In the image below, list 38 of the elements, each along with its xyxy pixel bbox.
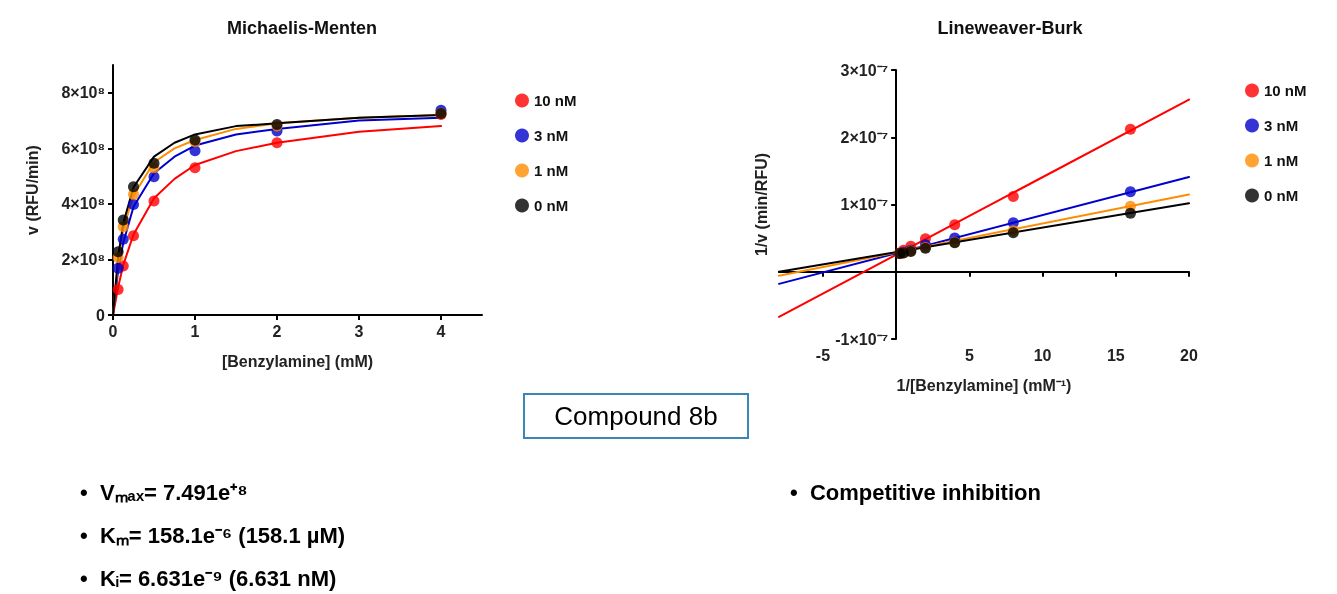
legend-label: 0 nM <box>534 197 569 214</box>
legend-label: 3 nM <box>534 127 569 144</box>
x-tick-label: 2 <box>272 322 282 340</box>
x-tick-label: 20 <box>1180 346 1198 364</box>
legend-label: 10 nM <box>1264 82 1307 99</box>
y-tick-label: -1×10⁻⁷ <box>835 330 889 348</box>
x-axis-title: 1/[Benzylamine] (mM⁻¹) <box>896 376 1072 394</box>
x-tick-label: 1 <box>190 322 200 340</box>
text: • Competitive inhibition <box>790 480 1041 507</box>
legend-label: 3 nM <box>1264 117 1299 134</box>
y-axis-title: v (RFU/min) <box>23 145 41 235</box>
y-tick-label: 3×10⁻⁷ <box>840 61 889 79</box>
y-tick-label: 4×10⁸ <box>61 195 105 213</box>
x-tick-label: 0 <box>108 322 118 340</box>
legend-label: 1 nM <box>1264 152 1299 169</box>
x-axis-title: [Benzylamine] (mM) <box>221 352 374 370</box>
legend-label: 1 nM <box>534 162 569 179</box>
x-tick-label: -5 <box>815 346 831 364</box>
text: Compound 8b <box>523 393 749 439</box>
y-tick-label: 8×10⁸ <box>61 84 105 102</box>
y-tick-label: 1×10⁻⁷ <box>840 196 889 213</box>
legend-label: 0 nM <box>1264 187 1299 204</box>
y-tick-label: 0 <box>96 306 106 324</box>
text: • Kᵢ= 6.631e⁻⁹ (6.631 nM) <box>80 566 338 593</box>
text: • Kₘ= 158.1e⁻⁶ (158.1 µM) <box>80 523 346 550</box>
legend-label: 10 nM <box>534 92 577 109</box>
text: • Vₘₐₓ= 7.491e⁺⁸ <box>80 480 249 507</box>
chart-title: Lineweaver-Burk <box>937 18 1084 38</box>
y-axis-title: 1/v (min/RFU) <box>752 152 770 257</box>
x-tick-label: 4 <box>436 322 446 340</box>
chart-title: Michaelis-Menten <box>226 18 378 38</box>
x-tick-label: 3 <box>354 322 364 340</box>
x-tick-label: 5 <box>964 346 974 364</box>
x-tick-label: 10 <box>1033 346 1052 364</box>
x-tick-label: 15 <box>1106 346 1125 364</box>
y-tick-label: 2×10⁻⁷ <box>840 128 889 146</box>
y-tick-label: 6×10⁸ <box>61 139 105 157</box>
y-tick-label: 2×10⁸ <box>61 250 105 268</box>
